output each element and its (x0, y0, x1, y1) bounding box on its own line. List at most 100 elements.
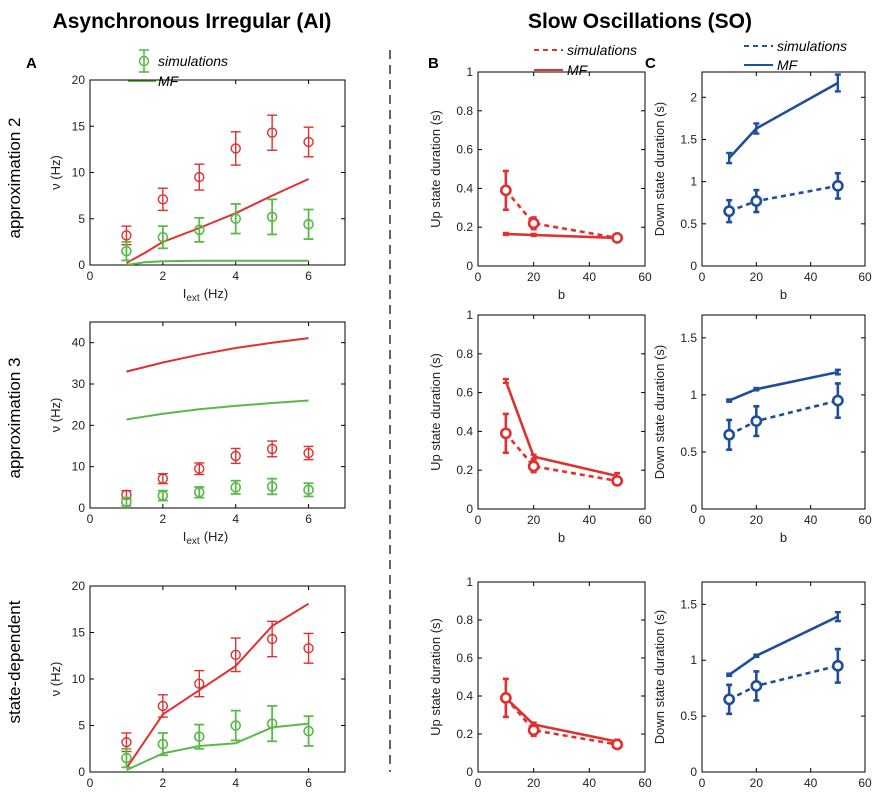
sim-red-point (230, 450, 241, 462)
sim-point (750, 415, 763, 428)
y-tick-label: 0.2 (456, 463, 473, 477)
sim-point (499, 184, 512, 197)
y-tick-label: 0 (466, 259, 473, 273)
plot-frame (701, 581, 866, 773)
panel-letter-a: A (26, 55, 37, 72)
y-axis-label: Up state duration (s) (428, 110, 443, 228)
sim-line (504, 432, 618, 483)
legend-b: simulations MF (534, 42, 637, 78)
x-axis-label-unit: (Hz) (204, 529, 229, 544)
sim-red-point (157, 194, 169, 205)
plot-frame (89, 79, 346, 266)
plot-area (723, 368, 844, 451)
y-tick-label: 1.5 (680, 331, 697, 345)
plot-frame (89, 321, 346, 509)
y-tick-label: 0 (466, 765, 473, 779)
legend-ai-sim-label: simulations (158, 53, 228, 69)
sim-green-point (266, 481, 278, 492)
y-tick-label: 10 (72, 166, 86, 180)
y-tick-label: 0 (690, 259, 697, 273)
plot-area (499, 377, 624, 487)
y-tick-label: 0 (78, 501, 85, 515)
x-tick-label: 4 (232, 776, 239, 790)
y-tick-label: 0 (466, 502, 473, 516)
sim-green-point (193, 486, 205, 498)
sim-green-point (157, 490, 169, 501)
sim-red-point (121, 737, 132, 748)
sim-red-point (194, 678, 205, 689)
chart-down-state-row2: 0 20 40 60 0 0.5 1 1.5 b Down state duration (s) (652, 314, 872, 545)
panel-letter-c: C (645, 55, 656, 72)
x-tick-label: 0 (87, 512, 94, 526)
mf-line (728, 370, 839, 402)
mf-line (728, 615, 839, 676)
sim-point (499, 427, 512, 440)
plot-area (121, 337, 314, 508)
y-tick-label: 0.8 (456, 347, 473, 361)
mf-line (728, 81, 839, 159)
y-tick-label: 0 (690, 502, 697, 516)
x-tick-label: 40 (804, 776, 818, 790)
chart-up-state-row2: 0 20 40 60 0 0.2 0.4 0.6 0.8 1 b Up state duration … (428, 308, 652, 545)
sim-green-point (157, 231, 169, 243)
legend-c: simulations MF (744, 38, 847, 73)
x-tick-label: 40 (804, 513, 818, 527)
sim-green-point (230, 482, 242, 493)
sim-green-point (266, 211, 278, 223)
x-tick-label: 20 (527, 776, 541, 790)
x-tick-label: 40 (583, 776, 597, 790)
row-label-approx2: approximation 2 (5, 118, 24, 239)
sim-point (831, 179, 844, 192)
y-tick-label: 5 (78, 719, 85, 733)
x-axis-label: Iext (Hz) (183, 529, 229, 547)
title-so: Slow Oscillations (SO) (528, 10, 752, 33)
mf-red-line (125, 602, 310, 769)
y-tick-label: 10 (72, 672, 86, 686)
plot-frame (701, 314, 866, 510)
legend-ai: simulations MF (128, 49, 228, 89)
plot-frame (701, 71, 866, 267)
x-tick-label: 0 (699, 270, 706, 284)
sim-line (728, 399, 839, 436)
sim-green-point (303, 219, 314, 230)
x-tick-label: 0 (475, 270, 482, 284)
x-axis-label-subscript: ext (186, 293, 200, 304)
sim-red-point (303, 643, 314, 654)
y-tick-label: 0.5 (680, 217, 697, 231)
sim-green-point (303, 484, 314, 496)
legend-b-mf-label: MF (567, 62, 589, 78)
x-tick-label: 0 (699, 513, 706, 527)
x-tick-label: 40 (583, 513, 597, 527)
y-tick-label: 0.8 (456, 613, 473, 627)
sim-red-point (303, 136, 314, 148)
sim-line (728, 184, 839, 213)
x-tick-label: 20 (527, 513, 541, 527)
x-tick-label: 20 (750, 776, 764, 790)
y-axis-label: Down state duration (s) (652, 345, 667, 479)
y-tick-label: 0.5 (680, 445, 697, 459)
y-tick-label: 30 (72, 377, 86, 391)
y-tick-label: 1 (466, 65, 473, 79)
x-tick-label: 6 (305, 776, 312, 790)
sim-red-point (230, 649, 241, 661)
sim-green-point (121, 752, 132, 764)
y-tick-label: 0 (78, 258, 85, 272)
x-tick-label: 60 (638, 776, 652, 790)
plot-area (121, 602, 314, 772)
sim-line (504, 697, 618, 746)
sim-red-point (230, 143, 241, 154)
sim-point (750, 195, 763, 207)
sim-point (611, 231, 624, 244)
plot-area (499, 169, 624, 244)
sim-red-point (121, 230, 132, 241)
y-tick-label: 10 (72, 460, 86, 474)
y-tick-label: 1 (466, 308, 473, 322)
y-tick-label: 20 (72, 579, 86, 593)
sim-line (728, 664, 839, 701)
x-axis-label: b (780, 530, 787, 545)
sim-line (504, 189, 618, 240)
y-tick-label: 1 (466, 575, 473, 589)
x-tick-label: 60 (858, 270, 872, 284)
